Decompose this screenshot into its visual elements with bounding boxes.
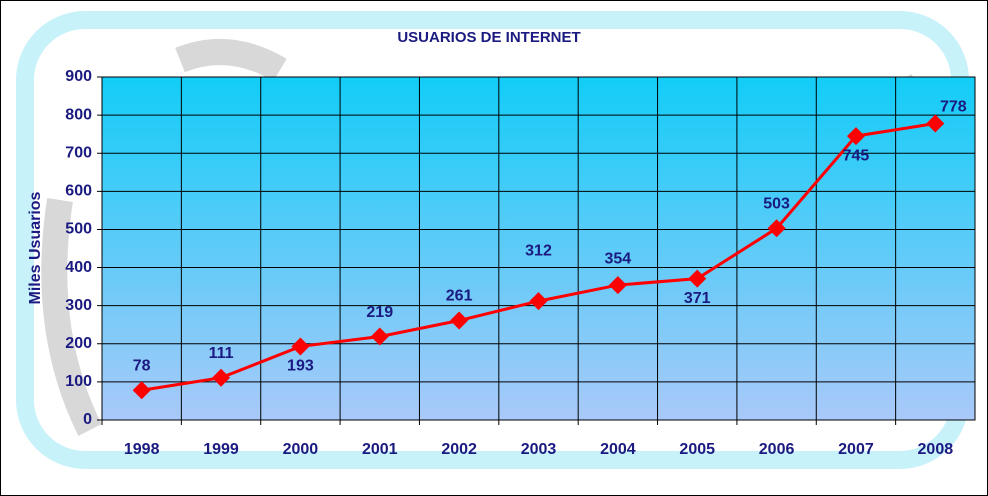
data-label: 354 <box>605 250 632 267</box>
data-label: 111 <box>209 345 234 362</box>
y-tick-label: 900 <box>65 68 92 85</box>
marker <box>529 292 548 311</box>
y-tick-label: 600 <box>65 183 92 200</box>
y-tick-label: 800 <box>65 106 92 123</box>
chart-title: USUARIOS DE INTERNET <box>397 29 580 46</box>
marker <box>450 311 469 330</box>
data-label: 778 <box>940 99 967 116</box>
marker <box>132 381 151 400</box>
plot-area <box>102 77 975 420</box>
x-tick-label: 2007 <box>838 441 874 458</box>
marker <box>212 368 231 387</box>
y-tick-label: 300 <box>65 297 92 314</box>
x-tick-label: 2002 <box>441 441 477 458</box>
x-tick-label: 2005 <box>679 441 715 458</box>
marker <box>608 276 627 295</box>
marker <box>767 219 786 238</box>
x-tick-label: 2003 <box>521 441 557 458</box>
x-tick-label: 2008 <box>918 441 954 458</box>
y-tick-label: 200 <box>65 335 92 352</box>
plot-border <box>101 76 976 421</box>
data-label: 78 <box>133 357 151 374</box>
data-label: 193 <box>287 358 314 375</box>
x-tick-label: 2004 <box>600 441 636 458</box>
y-tick-label: 400 <box>65 259 92 276</box>
data-label: 312 <box>525 242 552 259</box>
marker <box>370 327 389 346</box>
x-tick-label: 2000 <box>283 441 319 458</box>
x-tick-label: 2006 <box>759 441 795 458</box>
y-tick-label: 500 <box>65 221 92 238</box>
x-tick-label: 1998 <box>124 441 160 458</box>
marker <box>291 337 310 356</box>
y-tick-label: 700 <box>65 144 92 161</box>
marker <box>846 127 865 146</box>
y-axis-label: Miles Usuarios <box>27 191 44 304</box>
marker <box>688 269 707 288</box>
marker <box>926 114 945 133</box>
x-tick-label: 1999 <box>203 441 239 458</box>
y-tick-label: 100 <box>65 373 92 390</box>
data-label: 261 <box>446 288 473 305</box>
data-label: 503 <box>763 196 790 213</box>
x-tick-label: 2001 <box>362 441 398 458</box>
data-label: 371 <box>684 290 711 307</box>
data-label: 219 <box>366 304 393 321</box>
data-label: 745 <box>843 147 870 164</box>
y-tick-label: 0 <box>83 411 92 428</box>
